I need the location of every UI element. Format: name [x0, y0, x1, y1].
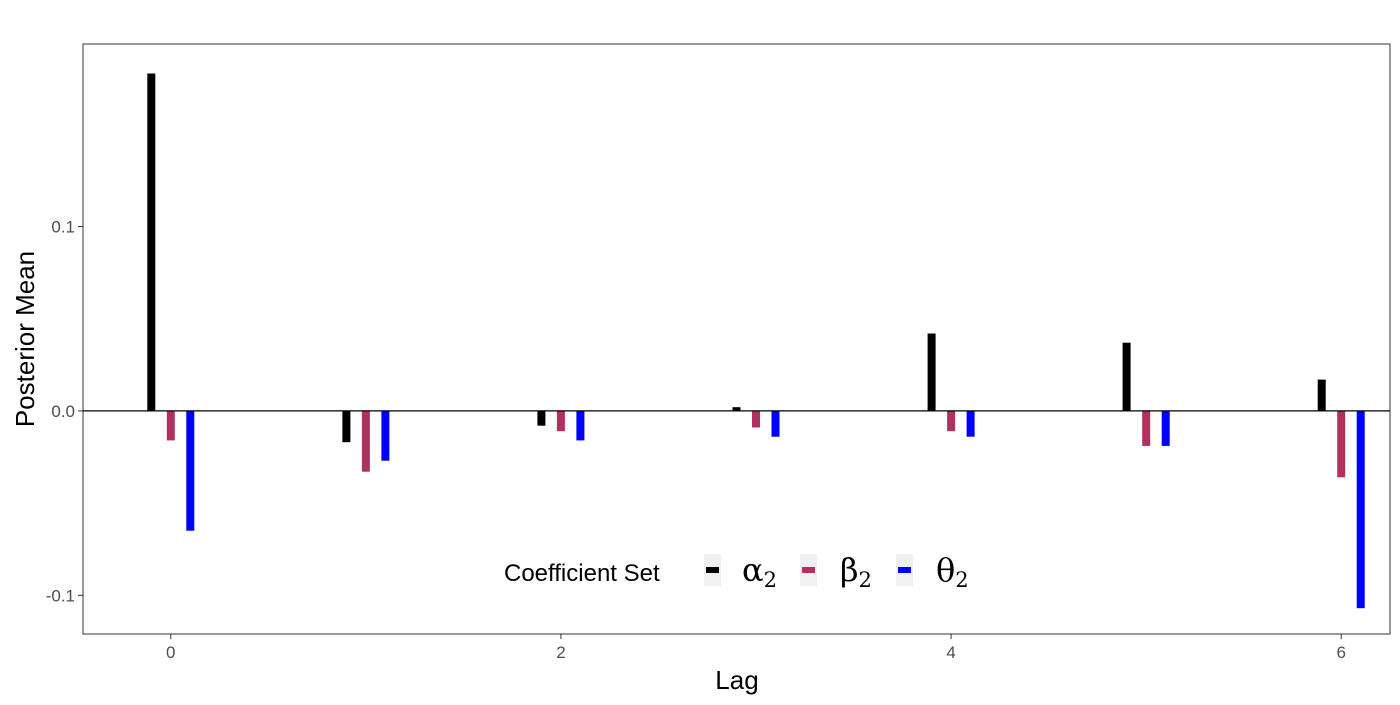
bar-α-lag-6 — [1317, 379, 1326, 411]
legend-key-β — [802, 567, 815, 573]
bar-β-lag-2 — [556, 410, 565, 432]
bar-α-lag-5 — [1122, 342, 1131, 411]
bar-α-lag-4 — [927, 333, 936, 411]
bar-β-lag-4 — [947, 410, 956, 432]
bar-α-lag-3 — [732, 407, 741, 411]
bar-θ-lag-3 — [771, 410, 780, 437]
bar-β-lag-6 — [1337, 410, 1346, 478]
bar-β-lag-3 — [752, 410, 760, 428]
y-tick-label: 0.1 — [51, 218, 75, 237]
x-tick-label: 4 — [946, 643, 955, 662]
x-axis-title: Lag — [715, 665, 758, 695]
y-axis-title: Posterior Mean — [10, 251, 40, 427]
legend-key-α — [706, 567, 719, 573]
bar-θ-lag-2 — [576, 410, 585, 441]
bar-θ-lag-0 — [186, 410, 195, 531]
legend-label-α: α2 — [742, 551, 777, 592]
bar-β-lag-0 — [166, 410, 175, 441]
y-tick-label: 0.0 — [51, 402, 75, 421]
bar-θ-lag-4 — [966, 410, 975, 437]
panel-border — [82, 43, 1391, 635]
legend-label-β: β2 — [840, 551, 872, 592]
bar-α-lag-1 — [342, 410, 351, 443]
bar-α-lag-2 — [537, 410, 546, 426]
bars-layer — [147, 73, 1365, 609]
legend-key-θ — [898, 567, 911, 573]
bar-β-lag-1 — [361, 410, 370, 472]
y-axis: -0.1 0.0 0.1 — [46, 218, 83, 605]
bar-θ-lag-6 — [1356, 410, 1365, 609]
x-tick-label: 0 — [166, 643, 175, 662]
x-axis: 0 2 4 6 — [166, 634, 1346, 662]
bar-θ-lag-5 — [1161, 410, 1170, 446]
bar-θ-lag-1 — [381, 410, 390, 461]
x-tick-label: 6 — [1336, 643, 1345, 662]
y-tick-label: -0.1 — [46, 586, 75, 605]
x-tick-label: 2 — [556, 643, 565, 662]
bar-α-lag-0 — [147, 73, 156, 411]
legend-label-θ: θ2 — [936, 551, 969, 592]
legend-title: Coefficient Set — [504, 560, 660, 587]
bar-β-lag-5 — [1142, 410, 1151, 446]
legend: Coefficient Set α2 β2 θ2 — [504, 551, 969, 592]
